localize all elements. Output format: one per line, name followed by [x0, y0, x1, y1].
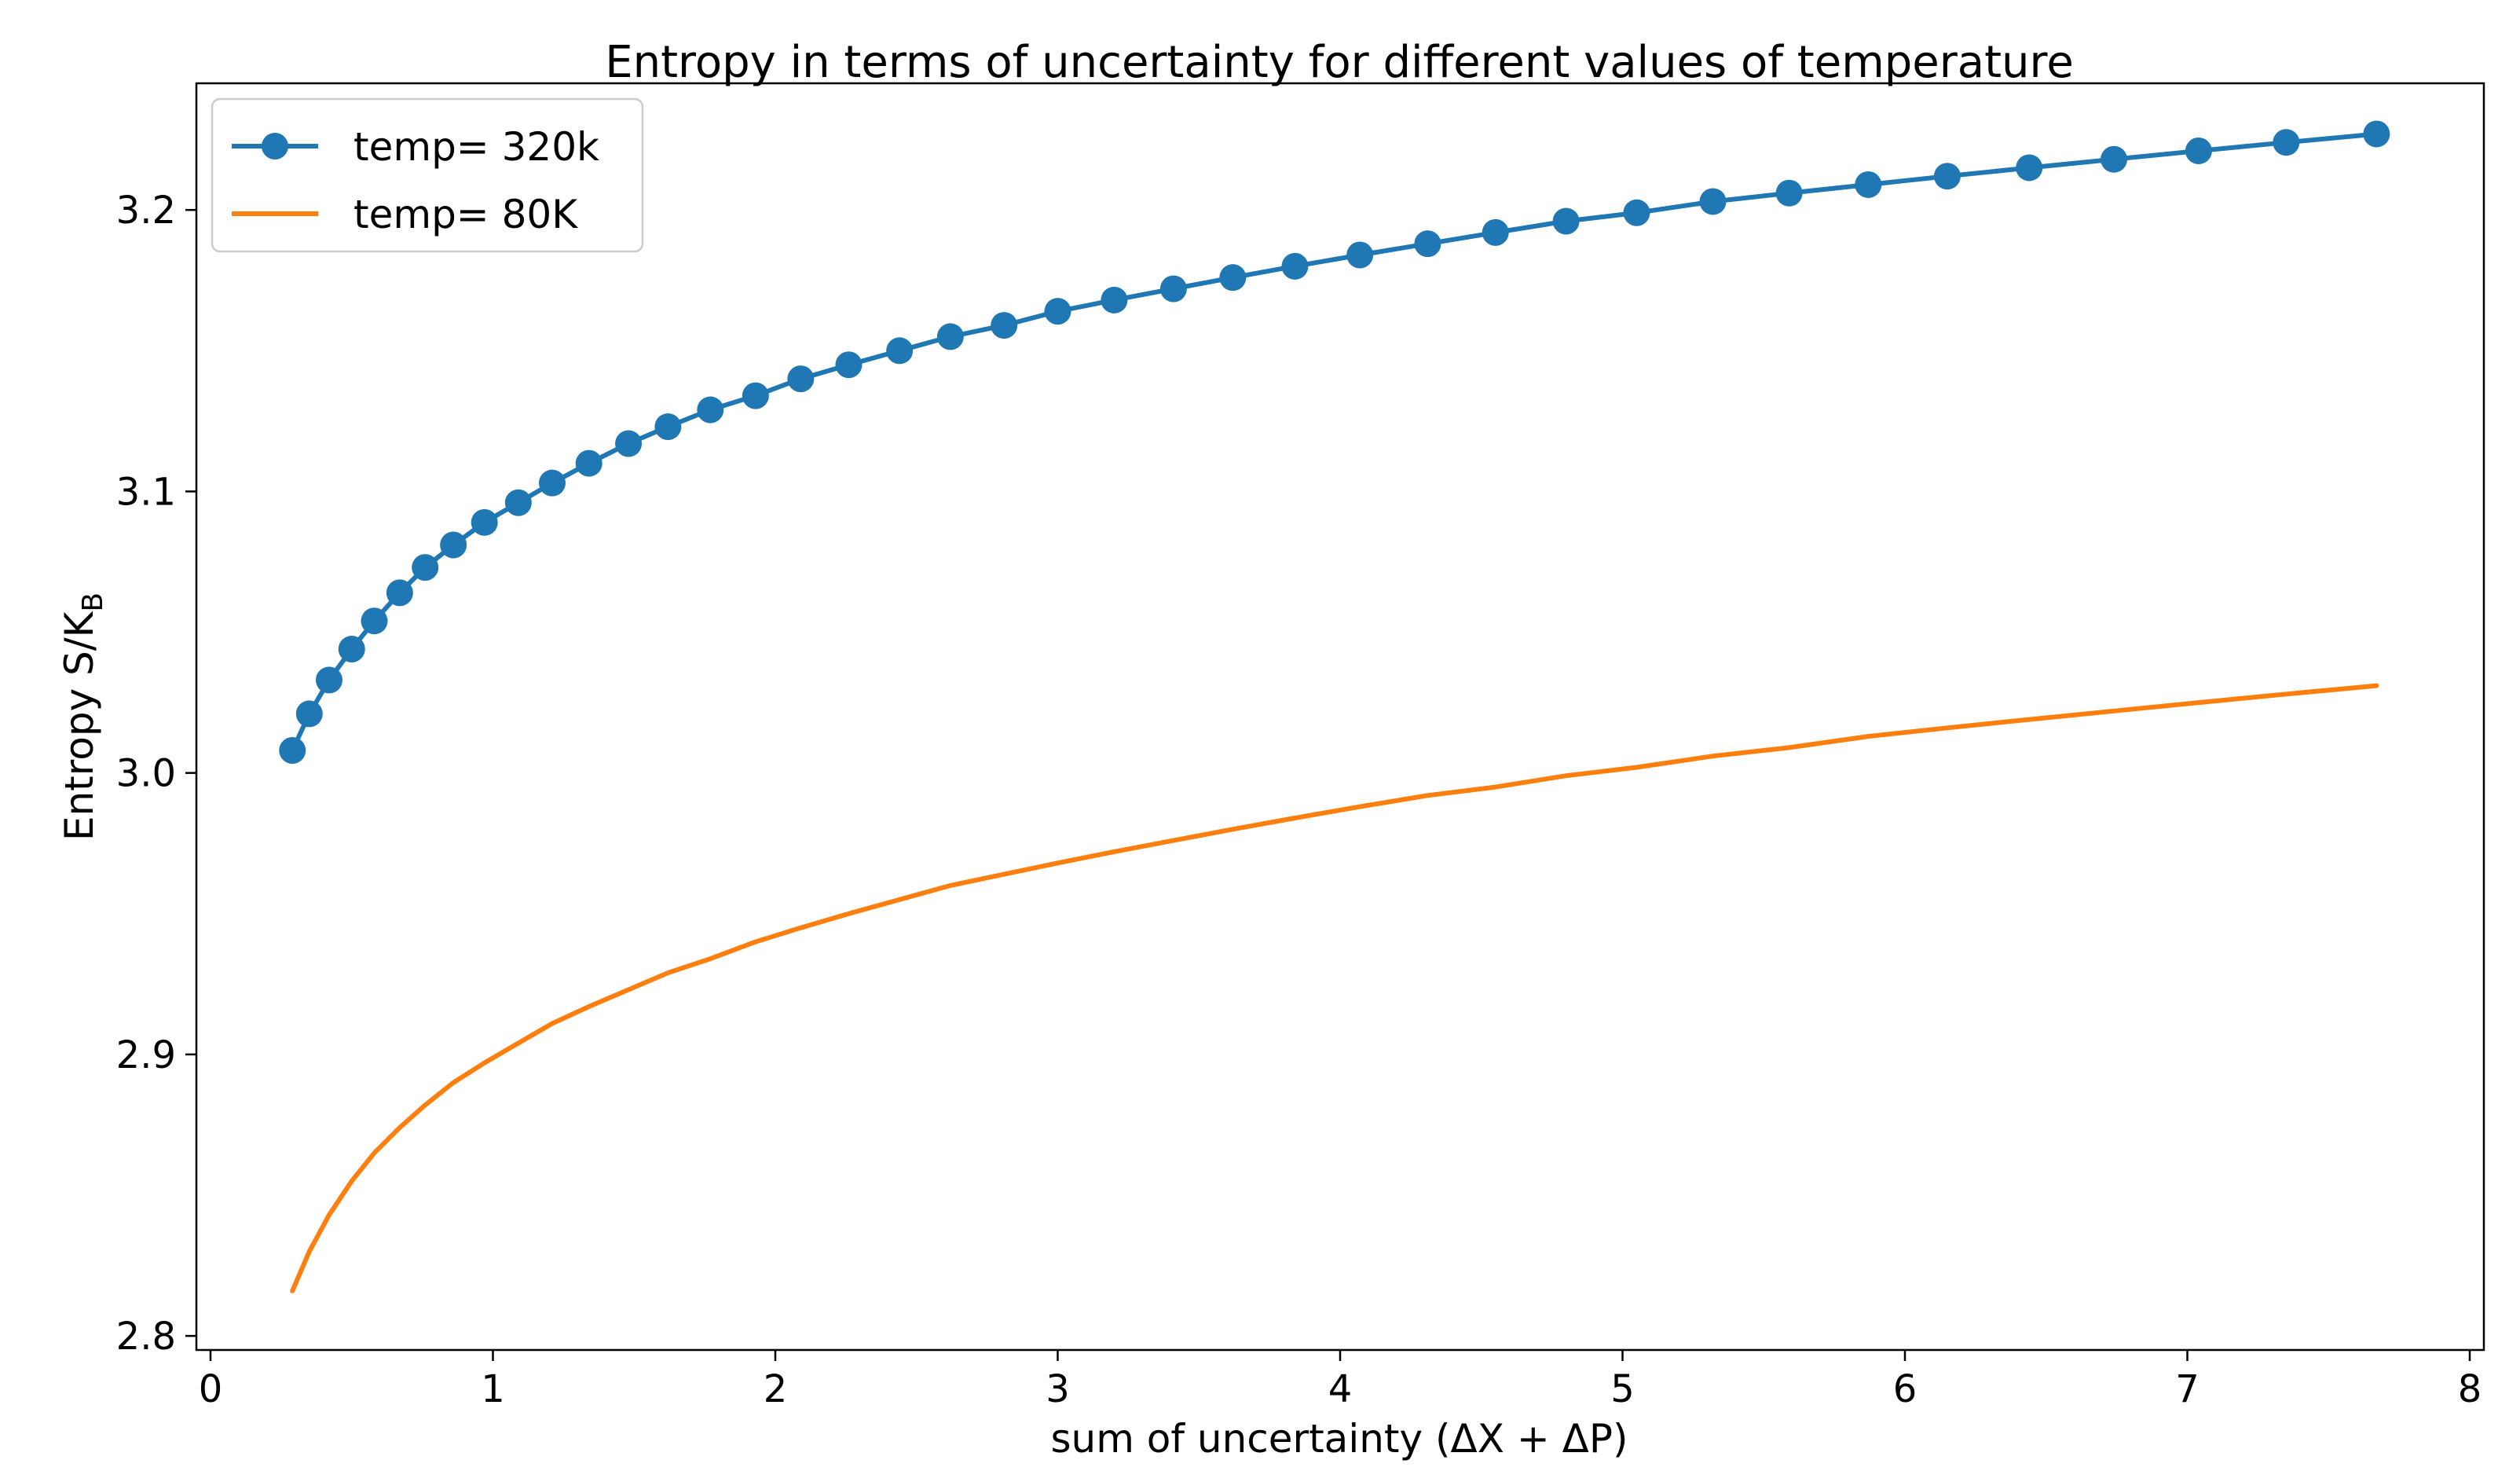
data-point [1101, 286, 1128, 314]
legend-label-2: temp= 80K [353, 192, 578, 237]
x-tick-label: 1 [481, 1367, 505, 1411]
data-point [279, 736, 306, 764]
series-layer [279, 120, 2390, 1293]
x-tick-label: 0 [199, 1367, 223, 1411]
data-point [412, 554, 439, 581]
x-tick-label: 6 [1893, 1367, 1917, 1411]
data-point [361, 607, 388, 635]
data-point [615, 430, 643, 457]
data-point [835, 351, 863, 379]
data-point [1414, 230, 1441, 258]
x-tick-label: 7 [2175, 1367, 2200, 1411]
data-point [1699, 188, 1727, 215]
x-tick-label: 8 [2458, 1367, 2482, 1411]
series-line-1 [290, 131, 2379, 753]
data-point [504, 489, 532, 516]
y-tick-label: 3.1 [116, 470, 176, 514]
data-point [2101, 145, 2128, 173]
series-line-2 [290, 683, 2379, 1293]
y-axis-label-subscript: B [77, 592, 109, 612]
data-point [1281, 252, 1309, 280]
data-point [1482, 218, 1509, 246]
data-point [440, 531, 467, 559]
data-point [315, 666, 342, 694]
data-point [2016, 154, 2043, 182]
data-point [787, 365, 815, 393]
data-point [1219, 264, 1247, 292]
y-axis-label: Entropy S/KB [57, 592, 109, 841]
y-tick-label: 2.9 [116, 1033, 176, 1077]
y-axis-label-text: Entropy S/K [57, 611, 102, 841]
data-point [471, 508, 498, 536]
data-point [1346, 241, 1374, 269]
x-axis: 0 1 2 3 4 5 6 7 8 [199, 1350, 2482, 1411]
legend-label-1: temp= 320k [353, 124, 599, 170]
data-point [538, 469, 566, 497]
data-point [991, 312, 1018, 339]
chart-title: Entropy in terms of uncertainty for diff… [605, 37, 2074, 88]
y-axis: 2.8 2.9 3.0 3.1 3.2 [116, 189, 196, 1359]
data-point [1775, 179, 1803, 207]
data-point [2273, 129, 2300, 156]
data-point [2363, 120, 2390, 148]
data-point [697, 396, 724, 424]
legend: temp= 320k temp= 80K [211, 97, 644, 253]
data-point [338, 636, 365, 663]
y-tick-label: 3.2 [116, 189, 176, 233]
plot-area [195, 82, 2485, 1352]
data-point [1552, 207, 1580, 235]
y-tick-label: 3.0 [116, 752, 176, 796]
x-tick-label: 2 [764, 1367, 788, 1411]
data-point [936, 323, 964, 350]
x-tick-label: 5 [1610, 1367, 1635, 1411]
data-point [575, 449, 603, 477]
data-point [1044, 298, 1071, 325]
data-point [295, 700, 323, 728]
data-point [1933, 163, 1961, 190]
data-point [1855, 171, 1882, 198]
x-tick-label: 3 [1046, 1367, 1070, 1411]
y-tick-label: 2.8 [116, 1315, 176, 1359]
x-axis-label: sum of uncertainty (ΔX + ΔP) [1050, 1416, 1628, 1462]
data-point [2185, 137, 2212, 164]
data-point [742, 382, 769, 409]
legend-box [211, 97, 644, 253]
data-point [886, 337, 914, 365]
data-point [1159, 275, 1187, 303]
x-tick-label: 4 [1328, 1367, 1353, 1411]
legend-marker [262, 133, 288, 160]
data-point [386, 579, 413, 607]
data-point [654, 413, 682, 441]
data-point [1623, 199, 1650, 226]
